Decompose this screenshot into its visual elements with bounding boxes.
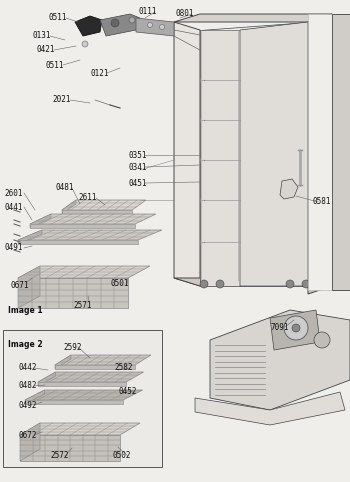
Polygon shape xyxy=(18,266,150,278)
Text: 0672: 0672 xyxy=(19,430,37,440)
Polygon shape xyxy=(270,310,320,350)
Polygon shape xyxy=(75,16,102,36)
Text: 0111: 0111 xyxy=(139,8,157,16)
Polygon shape xyxy=(240,22,308,286)
Text: 0351: 0351 xyxy=(129,150,147,160)
Circle shape xyxy=(111,19,119,27)
Polygon shape xyxy=(25,390,142,400)
Text: 0511: 0511 xyxy=(46,61,64,69)
Text: 2601: 2601 xyxy=(5,188,23,198)
Text: 0421: 0421 xyxy=(37,45,55,54)
Circle shape xyxy=(160,25,164,29)
Circle shape xyxy=(147,23,153,27)
Polygon shape xyxy=(210,310,350,410)
Text: 0492: 0492 xyxy=(19,401,37,410)
Circle shape xyxy=(314,332,330,348)
Text: 0501: 0501 xyxy=(111,280,129,289)
Polygon shape xyxy=(55,355,71,369)
Polygon shape xyxy=(20,423,40,461)
Polygon shape xyxy=(62,200,146,210)
Polygon shape xyxy=(18,240,138,244)
Polygon shape xyxy=(30,214,156,224)
Circle shape xyxy=(302,280,310,288)
Polygon shape xyxy=(18,266,40,308)
Circle shape xyxy=(292,324,300,332)
Circle shape xyxy=(216,280,224,288)
Text: 0452: 0452 xyxy=(119,388,137,397)
Polygon shape xyxy=(174,278,332,286)
Text: 0671: 0671 xyxy=(11,281,29,290)
Polygon shape xyxy=(18,230,42,244)
Text: 0511: 0511 xyxy=(49,13,67,23)
Polygon shape xyxy=(30,224,135,228)
Polygon shape xyxy=(308,14,350,290)
Polygon shape xyxy=(18,278,128,308)
Text: 0441: 0441 xyxy=(5,202,23,212)
Polygon shape xyxy=(308,14,332,294)
Text: 2582: 2582 xyxy=(115,363,133,373)
Polygon shape xyxy=(38,372,144,382)
Circle shape xyxy=(82,41,88,47)
Polygon shape xyxy=(240,22,308,286)
Text: 0801: 0801 xyxy=(176,10,194,18)
Text: 0121: 0121 xyxy=(91,68,109,78)
Polygon shape xyxy=(38,382,126,386)
Polygon shape xyxy=(30,214,51,228)
Text: 2611: 2611 xyxy=(79,193,97,202)
Text: 7091: 7091 xyxy=(271,322,289,332)
Circle shape xyxy=(200,280,208,288)
Circle shape xyxy=(284,316,308,340)
Polygon shape xyxy=(55,365,135,369)
Text: 0482: 0482 xyxy=(19,381,37,390)
Text: 2592: 2592 xyxy=(64,343,82,351)
Circle shape xyxy=(286,280,294,288)
Text: 0131: 0131 xyxy=(33,31,51,40)
Text: 0581: 0581 xyxy=(313,198,331,206)
Polygon shape xyxy=(332,14,350,290)
Text: 2572: 2572 xyxy=(51,452,69,460)
Circle shape xyxy=(129,17,135,23)
Polygon shape xyxy=(25,390,44,404)
Polygon shape xyxy=(25,400,123,404)
Polygon shape xyxy=(62,210,132,214)
Polygon shape xyxy=(280,179,298,199)
Polygon shape xyxy=(195,392,345,425)
Polygon shape xyxy=(20,435,120,461)
Text: 0451: 0451 xyxy=(129,178,147,187)
Polygon shape xyxy=(200,22,308,286)
Polygon shape xyxy=(174,14,332,22)
Polygon shape xyxy=(55,355,151,365)
Text: 0491: 0491 xyxy=(5,243,23,253)
Text: 0502: 0502 xyxy=(113,452,131,460)
Polygon shape xyxy=(38,372,56,386)
Text: Image 1: Image 1 xyxy=(8,306,43,315)
Text: 2021: 2021 xyxy=(53,95,71,105)
Text: 0442: 0442 xyxy=(19,363,37,373)
Text: 2571: 2571 xyxy=(74,300,92,309)
Polygon shape xyxy=(18,230,162,240)
Polygon shape xyxy=(174,22,200,286)
Polygon shape xyxy=(62,200,76,214)
Text: Image 2: Image 2 xyxy=(8,340,43,349)
Bar xyxy=(3,330,162,467)
Polygon shape xyxy=(200,30,240,286)
Text: 0341: 0341 xyxy=(129,162,147,172)
Polygon shape xyxy=(136,18,174,36)
Polygon shape xyxy=(100,14,140,36)
Polygon shape xyxy=(20,423,140,435)
Text: 0481: 0481 xyxy=(56,184,74,192)
